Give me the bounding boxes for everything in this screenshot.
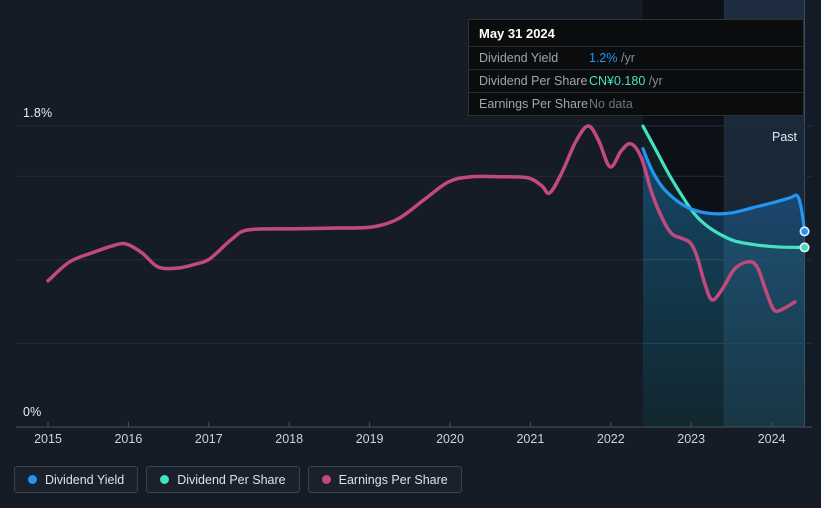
x-tick-label: 2020 (436, 432, 464, 446)
chart-legend: Dividend Yield Dividend Per Share Earnin… (14, 466, 462, 493)
dividend-yield-dot-icon (28, 475, 37, 484)
tooltip-row-earnings-per-share: Earnings Per Share No data (469, 93, 803, 115)
tooltip-row-label: Dividend Yield (479, 51, 559, 65)
tooltip-row-value: 1.2% (589, 51, 618, 65)
legend-item-label: Earnings Per Share (338, 472, 448, 487)
tooltip-row-value: CN¥0.180 (589, 74, 646, 88)
tooltip-row-label: Earnings Per Share (479, 97, 589, 111)
tooltip-row-suffix: /yr (645, 74, 663, 88)
legend-item-earnings-per-share[interactable]: Earnings Per Share (307, 466, 462, 493)
y-axis-zero-label: 0% (23, 405, 42, 419)
series-end-marker-dividend-yield (799, 226, 810, 237)
tooltip-row-value-wrap: 1.2% /yr (589, 51, 635, 65)
x-tick-label: 2022 (597, 432, 625, 446)
legend-item-dividend-per-share[interactable]: Dividend Per Share (146, 466, 300, 493)
x-tick-label: 2019 (356, 432, 384, 446)
tooltip-row-dividend-per-share: Dividend Per Share CN¥0.180 /yr (469, 70, 803, 93)
legend-item-label: Dividend Yield (45, 472, 125, 487)
dividend-per-share-dot-icon (160, 475, 170, 484)
tooltip-row-value: No data (589, 97, 633, 111)
x-tick-label: 2017 (195, 432, 223, 446)
earnings-per-share-dot-icon (321, 475, 331, 484)
legend-item-label: Dividend Per Share (177, 472, 286, 487)
tooltip-row-suffix: /yr (617, 51, 635, 65)
x-tick-label: 2024 (758, 432, 786, 446)
tooltip-row-value-wrap: No data (589, 97, 633, 111)
series-line-dividend-yield (641, 147, 807, 233)
legend-item-dividend-yield[interactable]: Dividend Yield (14, 466, 139, 493)
x-tick-label: 2015 (34, 432, 62, 446)
tooltip-row-dividend-yield: Dividend Yield 1.2% /yr (469, 47, 803, 70)
chart-tooltip: May 31 2024 Dividend Yield 1.2% /yr Divi… (468, 19, 804, 116)
tooltip-row-value-wrap: CN¥0.180 /yr (589, 74, 663, 88)
x-tick-label: 2018 (275, 432, 303, 446)
x-tick-label: 2021 (516, 432, 544, 446)
shaded-region-after-data (804, 0, 821, 427)
tooltip-date: May 31 2024 (469, 20, 803, 47)
tooltip-row-label: Dividend Per Share (479, 74, 588, 88)
series-end-marker-dividend-per-share (799, 242, 810, 253)
past-region-label: Past (771, 130, 797, 144)
y-axis-max-label: 1.8% (23, 106, 53, 120)
x-tick-label: 2023 (677, 432, 705, 446)
x-tick-label: 2016 (114, 432, 142, 446)
series-line-earnings-per-share (46, 124, 797, 314)
series-line-dividend-per-share (641, 124, 807, 250)
